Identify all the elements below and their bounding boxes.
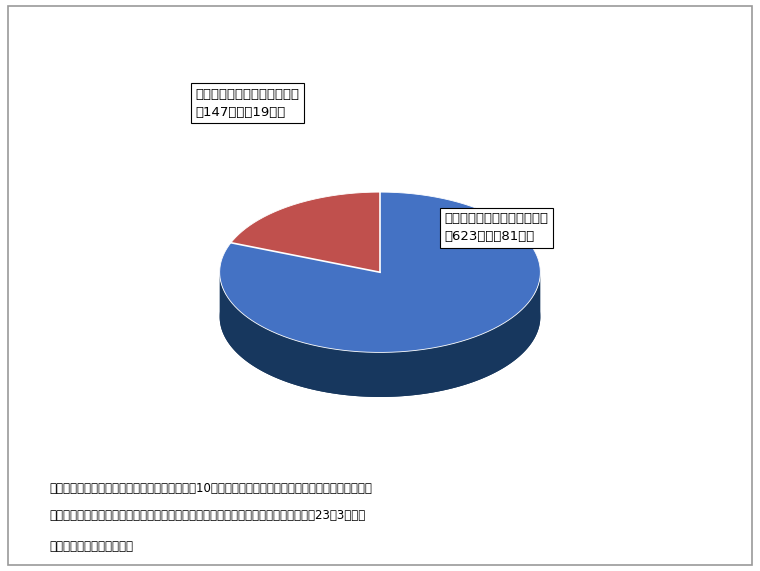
Text: 施設のうち，一般会計の行政機関の事務庁舎（規模の小さい建築物等を除く），平成23年3月現在: 施設のうち，一般会計の行政機関の事務庁舎（規模の小さい建築物等を除く），平成23… [49, 509, 366, 522]
Polygon shape [220, 272, 540, 397]
Text: 対象：「官公庁施設の建設等に関する法律」第10条に基づき，国土交通大臣が整備等を所掌している: 対象：「官公庁施設の建設等に関する法律」第10条に基づき，国土交通大臣が整備等を… [49, 482, 372, 496]
Polygon shape [231, 192, 380, 272]
Polygon shape [220, 236, 540, 397]
Polygon shape [220, 192, 540, 352]
Text: 耐震基準に達していない施設
約147万㎡（19％）: 耐震基準に達していない施設 約147万㎡（19％） [195, 87, 299, 119]
Text: （出典：国土交通省資料）: （出典：国土交通省資料） [49, 540, 134, 553]
Text: 耐震基準を満たしている施設
約623万㎡（81％）: 耐震基準を満たしている施設 約623万㎡（81％） [445, 212, 549, 243]
